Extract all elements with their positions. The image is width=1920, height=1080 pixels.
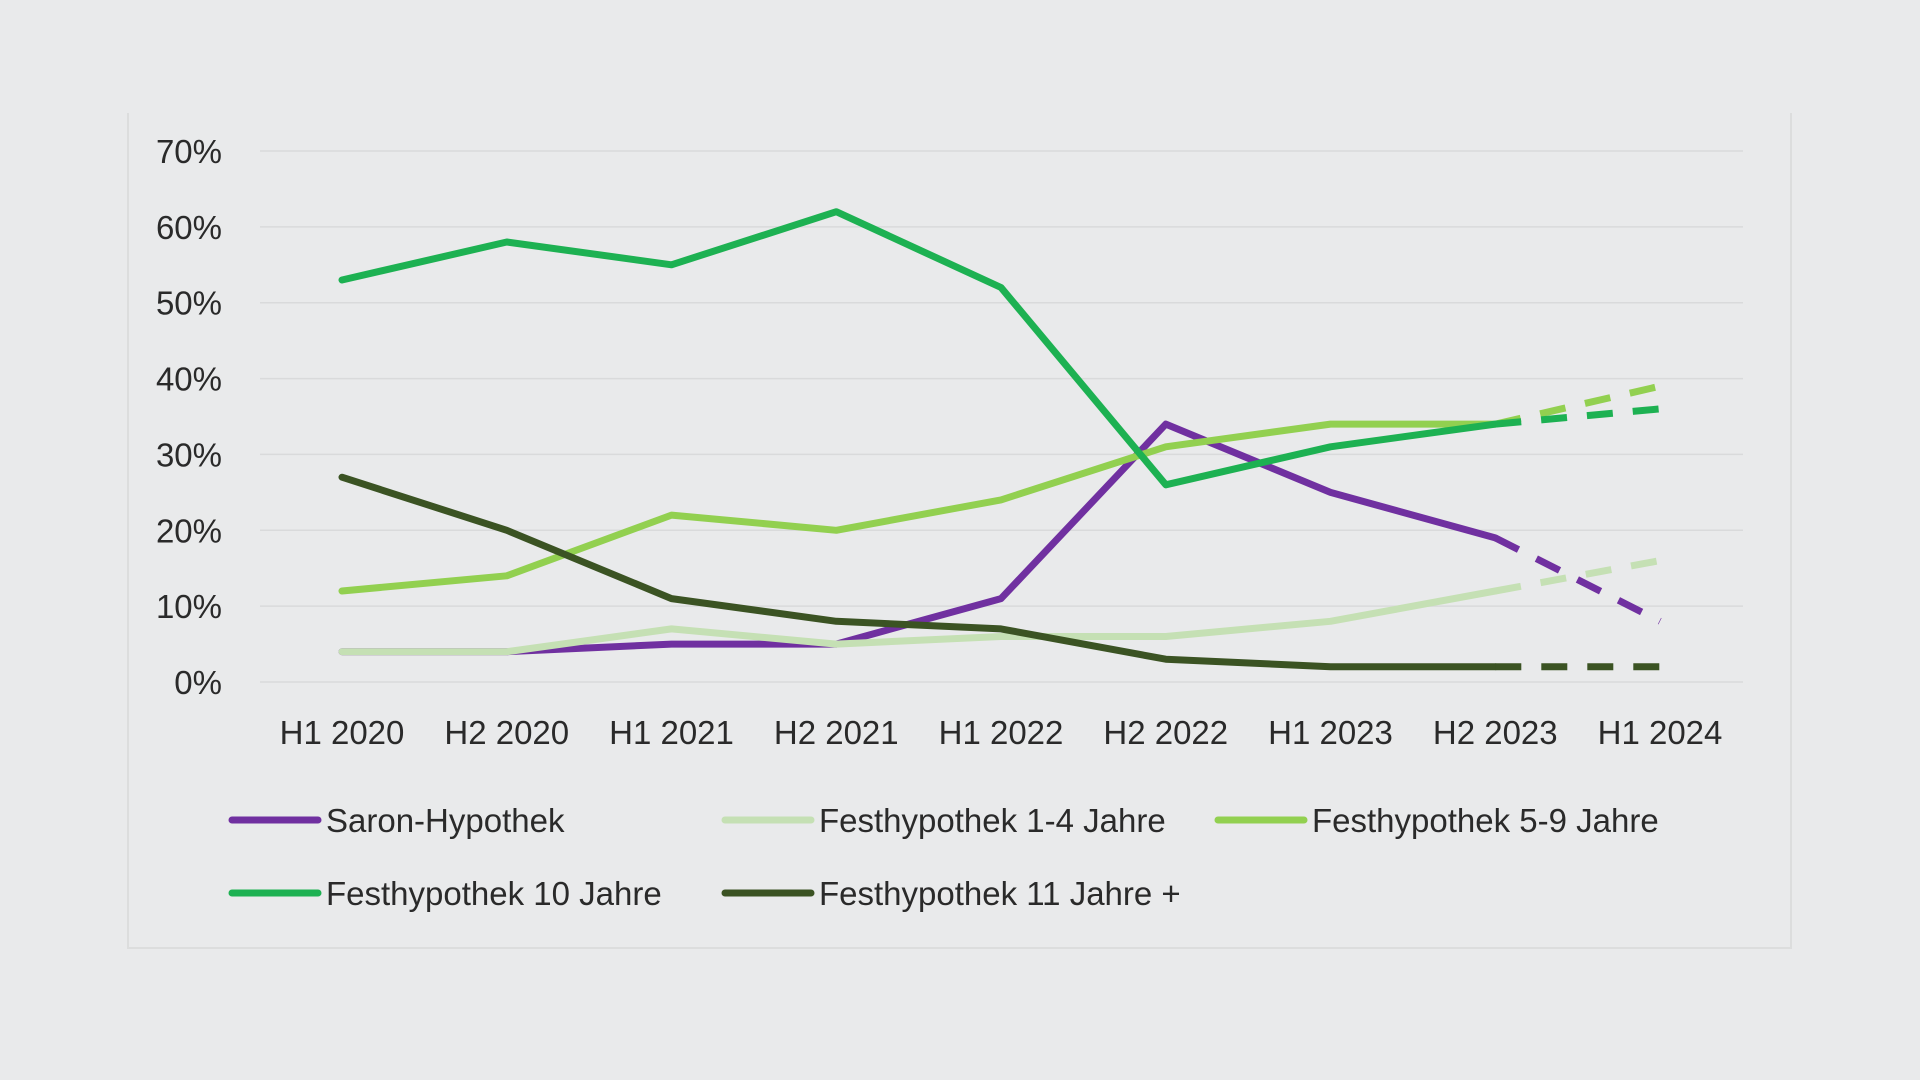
x-tick-label: H2 2021: [774, 714, 899, 751]
y-tick-label: 60%: [156, 209, 222, 246]
legend-label: Saron-Hypothek: [326, 802, 565, 839]
legend-item: Festhypothek 11 Jahre +: [721, 875, 1181, 912]
y-tick-label: 0%: [174, 664, 222, 701]
y-tick-label: 10%: [156, 588, 222, 625]
series-0: [338, 420, 1662, 656]
legend-item: Festhypothek 5-9 Jahre: [1214, 802, 1659, 839]
x-tick-label: H2 2023: [1433, 714, 1558, 751]
x-tick-label: H1 2022: [939, 714, 1064, 751]
series-3: [338, 208, 1661, 489]
series-line-solid: [338, 587, 1499, 656]
y-tick-label: 20%: [156, 512, 222, 549]
chart-frame: [127, 113, 1792, 949]
x-tick-label: H1 2023: [1268, 714, 1393, 751]
series-line-solid: [338, 473, 1499, 671]
series-line-solid: [338, 420, 1499, 595]
legend: Saron-Hypothek Festhypothek 1-4 Jahre Fest…: [228, 802, 1659, 912]
series-1: [338, 557, 1661, 656]
legend-item: Saron-Hypothek: [228, 802, 565, 839]
legend-label: Festhypothek 1-4 Jahre: [819, 802, 1166, 839]
x-tick-label: H1 2024: [1598, 714, 1723, 751]
series-lines: [338, 208, 1662, 671]
series-line-projection: [1494, 557, 1661, 595]
series-line-solid: [338, 420, 1499, 656]
series-4: [338, 473, 1660, 671]
legend-item: Festhypothek 1-4 Jahre: [721, 802, 1166, 839]
x-tick-label: H1 2021: [609, 714, 734, 751]
legend-label: Festhypothek 10 Jahre: [326, 875, 662, 912]
y-axis-tick-labels: 0% 10% 20% 30% 40% 50% 60% 70%: [156, 133, 222, 701]
x-tick-label: H2 2022: [1103, 714, 1228, 751]
x-tick-label: H2 2020: [444, 714, 569, 751]
series-2: [338, 382, 1661, 595]
x-axis-tick-labels: H1 2020 H2 2020 H1 2021 H2 2021 H1 2022 H2 20…: [280, 714, 1723, 751]
x-tick-label: H1 2020: [280, 714, 405, 751]
legend-label: Festhypothek 5-9 Jahre: [1312, 802, 1659, 839]
series-line-solid: [338, 208, 1499, 489]
series-line-projection: [1494, 382, 1661, 428]
y-tick-label: 30%: [156, 436, 222, 473]
y-tick-label: 70%: [156, 133, 222, 170]
y-tick-label: 40%: [156, 361, 222, 398]
legend-item: Festhypothek 10 Jahre: [228, 875, 662, 912]
y-tick-label: 50%: [156, 285, 222, 322]
series-line-projection: [1493, 534, 1662, 625]
gridlines: [260, 150, 1743, 683]
legend-label: Festhypothek 11 Jahre +: [819, 875, 1181, 912]
